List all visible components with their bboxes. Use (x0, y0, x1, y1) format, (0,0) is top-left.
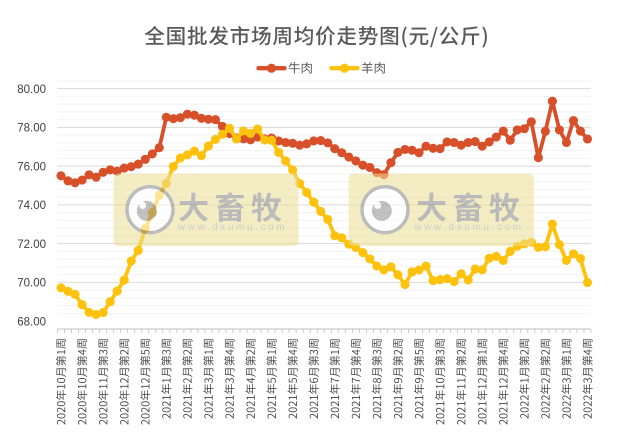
svg-text:www.dxumu.com: www.dxumu.com (413, 222, 523, 233)
svg-text:70.00: 70.00 (17, 278, 46, 290)
svg-text:80.00: 80.00 (17, 84, 46, 96)
svg-text:78.00: 78.00 (17, 123, 46, 135)
svg-text:68.00: 68.00 (17, 316, 46, 328)
svg-text:76.00: 76.00 (17, 161, 46, 173)
svg-text:www.dxumu.com: www.dxumu.com (177, 222, 287, 233)
svg-text:74.00: 74.00 (17, 200, 46, 212)
svg-text:72.00: 72.00 (17, 239, 46, 251)
